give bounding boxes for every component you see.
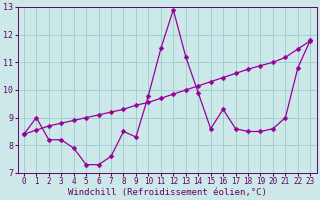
- X-axis label: Windchill (Refroidissement éolien,°C): Windchill (Refroidissement éolien,°C): [68, 188, 267, 197]
